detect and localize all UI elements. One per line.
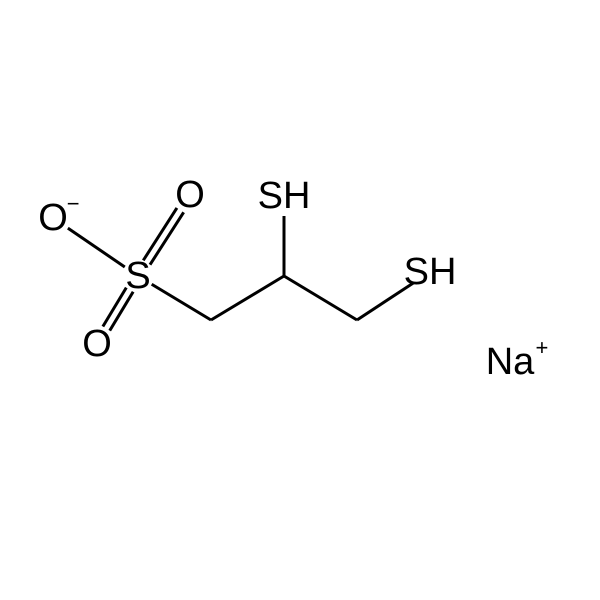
bond: [143, 208, 177, 260]
atom-label-SH1: SH: [258, 175, 311, 217]
atom-label-O_up: O: [175, 174, 205, 216]
bond: [150, 212, 184, 264]
atom-label-Na: Na: [486, 341, 535, 383]
bond: [284, 276, 357, 320]
atom-label-O_down: O: [82, 323, 112, 365]
atom-label-O_minus: O: [38, 197, 68, 239]
bond: [211, 276, 284, 320]
atom-label-S_sulf: S: [125, 255, 150, 297]
charge-Na: +: [536, 335, 549, 360]
chemical-structure-diagram: O−OOSSHSHNa+: [0, 0, 600, 600]
bond: [68, 228, 125, 267]
charge-O_minus: −: [67, 191, 80, 216]
atom-label-SH2: SH: [404, 251, 457, 293]
bond: [152, 284, 211, 320]
